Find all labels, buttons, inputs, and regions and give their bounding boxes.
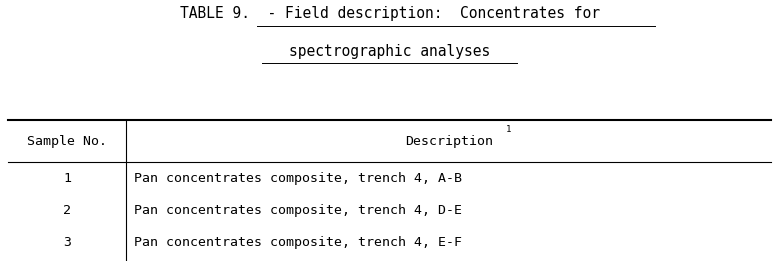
Text: 1: 1 <box>63 172 71 185</box>
Text: 3: 3 <box>63 236 71 249</box>
Text: spectrographic analyses: spectrographic analyses <box>289 44 490 58</box>
Text: Pan concentrates composite, trench 4, A-B: Pan concentrates composite, trench 4, A-… <box>134 172 462 185</box>
Text: Pan concentrates composite, trench 4, E-F: Pan concentrates composite, trench 4, E-… <box>134 236 462 249</box>
Text: TABLE 9.  - Field description:  Concentrates for: TABLE 9. - Field description: Concentrat… <box>179 7 600 21</box>
Text: 2: 2 <box>63 204 71 217</box>
Text: Sample No.: Sample No. <box>27 135 107 148</box>
Text: Description: Description <box>404 135 492 148</box>
Text: 1: 1 <box>506 125 511 134</box>
Text: Pan concentrates composite, trench 4, D-E: Pan concentrates composite, trench 4, D-… <box>134 204 462 217</box>
